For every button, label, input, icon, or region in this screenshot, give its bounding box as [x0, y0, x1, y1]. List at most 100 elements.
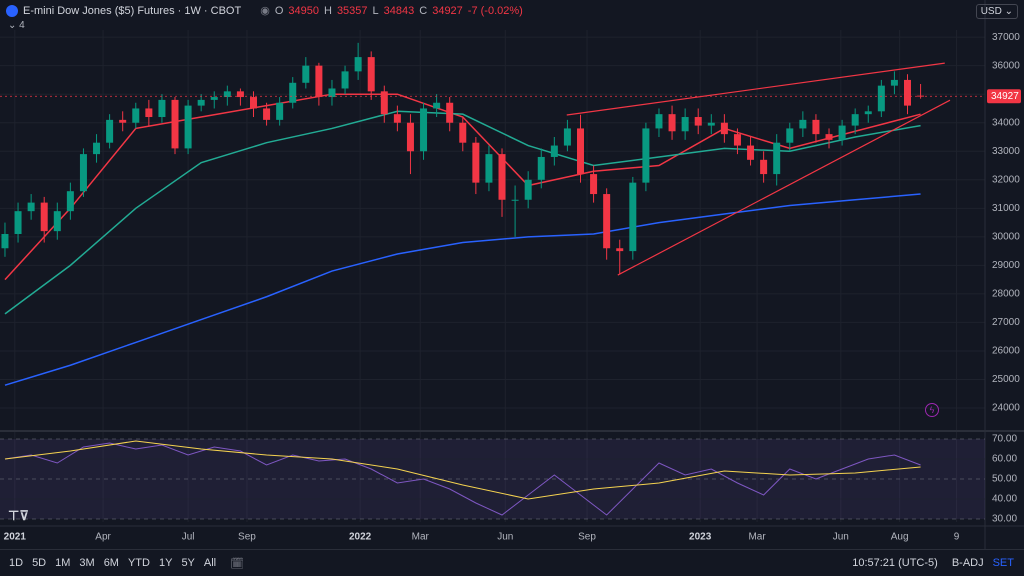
candle-body — [302, 65, 310, 83]
candle-body — [53, 211, 61, 232]
candle-body — [197, 99, 205, 106]
candle-body — [681, 117, 689, 132]
candle-body — [511, 199, 519, 201]
candle-body — [132, 108, 140, 123]
candle-body — [590, 174, 598, 195]
candle-body — [27, 202, 35, 212]
candle-body — [289, 82, 297, 103]
range-button[interactable]: 6M — [103, 557, 119, 569]
range-button[interactable]: 5D — [32, 557, 47, 569]
eye-icon[interactable]: ◉ — [260, 5, 270, 17]
y-tick-label: 30000 — [992, 231, 1020, 242]
candle-body — [877, 85, 885, 112]
range-button[interactable]: 1D — [9, 557, 24, 569]
y-tick-label: 31000 — [992, 203, 1020, 214]
alert-icon[interactable]: ϟ — [925, 403, 939, 417]
candle-body — [459, 122, 467, 143]
range-button[interactable]: All — [203, 557, 217, 569]
candle-body — [93, 142, 101, 155]
date-range-icon[interactable]: 🗓 — [230, 557, 245, 570]
x-tick-label: 2021 — [4, 532, 27, 543]
y-tick-label: 33000 — [992, 146, 1020, 157]
rsi-band — [0, 439, 985, 519]
ranges: 1D 5D 1M 3M 6M YTD 1Y 5Y All — [0, 557, 216, 569]
trendline — [566, 62, 945, 116]
y-tick-label: 25000 — [992, 374, 1020, 385]
candle-body — [341, 71, 349, 89]
range-button[interactable]: YTD — [127, 557, 150, 569]
candle-body — [223, 91, 231, 98]
currency[interactable]: USD ⌄ — [975, 4, 1018, 19]
candle-body — [655, 114, 663, 129]
range-button[interactable]: 5Y — [181, 557, 195, 569]
rsi-tick-label: 70.00 — [992, 434, 1017, 445]
candle-body — [276, 102, 284, 120]
y-tick-label: 32000 — [992, 174, 1020, 185]
candle-body — [328, 88, 336, 98]
candle-body — [904, 79, 912, 106]
x-tick-label: 2023 — [689, 532, 712, 543]
x-tick-label: Mar — [748, 532, 766, 543]
set[interactable]: SET — [992, 557, 1014, 569]
candle-body — [66, 191, 74, 212]
ohlc-label: O — [274, 4, 284, 17]
candle-body — [720, 122, 728, 135]
candle-body — [446, 102, 454, 123]
last-price-box — [987, 89, 1021, 104]
candle-body — [380, 91, 388, 115]
range-button[interactable]: 1M — [55, 557, 71, 569]
candle-body — [106, 119, 114, 143]
candle-body — [603, 194, 611, 249]
indicator-toggle[interactable]: ⌄ 4 — [8, 20, 25, 31]
candle-body — [1, 233, 9, 249]
x-tick-label: Mar — [412, 532, 430, 543]
candle-body — [263, 108, 271, 120]
candle-body — [210, 97, 218, 100]
y-tick-label: 34000 — [992, 117, 1020, 128]
candle-body — [733, 134, 741, 146]
candle-body — [642, 128, 650, 183]
candle-body — [393, 114, 401, 123]
y-tick-label: 28000 — [992, 289, 1020, 300]
ohlc-value: 34843 — [383, 4, 415, 17]
adj[interactable]: B-ADJ — [951, 557, 984, 569]
candle-body — [851, 114, 859, 126]
x-tick-label: 9 — [954, 532, 960, 543]
candle-body — [550, 145, 558, 157]
moving-average — [4, 193, 921, 386]
moving-average — [4, 110, 921, 315]
ohlc-value: 35357 — [336, 4, 368, 17]
candle-body — [40, 202, 48, 232]
y-tick-label: 37000 — [992, 32, 1020, 43]
candle-body — [812, 119, 820, 135]
candle-body — [236, 91, 244, 98]
rsi-tick-label: 40.00 — [992, 494, 1017, 505]
candle-body — [249, 97, 257, 109]
range-button[interactable]: 1Y — [158, 557, 173, 569]
candle-body — [367, 57, 375, 92]
candle-body — [838, 125, 846, 140]
candle-body — [315, 65, 323, 98]
candle-body — [694, 117, 702, 126]
range-button[interactable]: 3M — [79, 557, 95, 569]
logo: ⊤⊽ — [8, 508, 29, 523]
ohlc-label: L — [372, 4, 379, 17]
candle-body — [563, 128, 571, 146]
candle-body — [524, 179, 532, 200]
header: E-mini Dow Jones ($5) Futures · 1W · CBO… — [6, 4, 523, 17]
candle-body — [79, 154, 87, 192]
candle-body — [485, 154, 493, 183]
rsi-line — [4, 442, 921, 516]
bottom-toolbar: 1D 5D 1M 3M 6M YTD 1Y 5Y All 🗓 10:57:21 (UTC-5) … — [0, 549, 1024, 576]
symbol[interactable]: E-mini Dow Jones ($5) Futures · 1W · CBO… — [23, 4, 242, 17]
x-tick-label: Jul — [182, 532, 195, 543]
currency-label: USD — [980, 6, 1002, 17]
ohlc-value: 34950 — [288, 4, 319, 17]
change: -7 (-0.02%) — [467, 4, 523, 17]
candle-body — [825, 134, 833, 140]
candle-body — [629, 182, 637, 252]
x-tick-label: Sep — [578, 532, 596, 543]
candle-body — [184, 105, 192, 149]
